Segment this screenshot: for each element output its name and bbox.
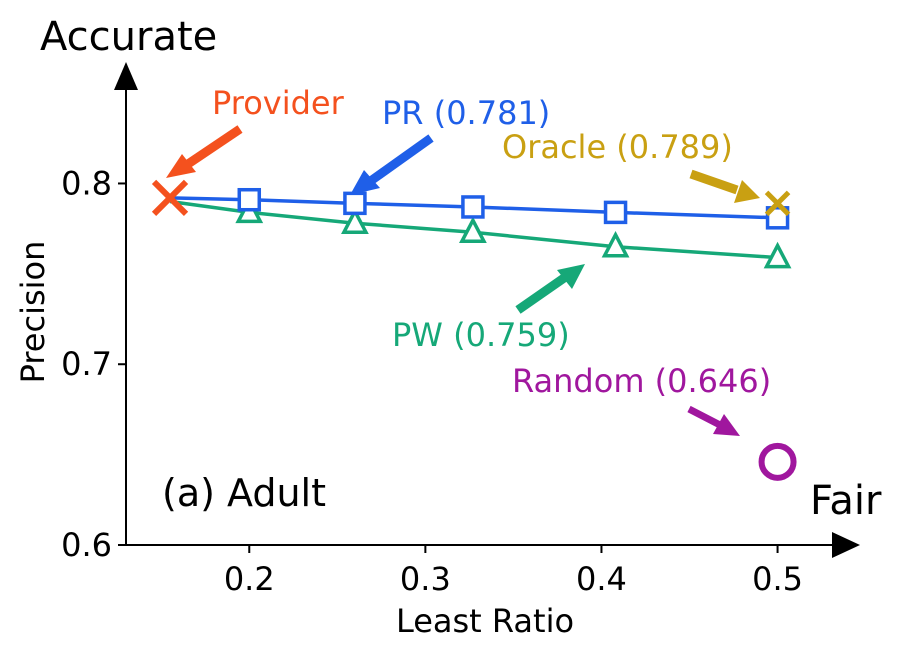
pr-label: PR (0.781) [382,94,550,132]
pr-series-line [169,196,778,220]
oracle-label: Oracle (0.789) [502,128,733,166]
oracle-arrow [689,169,760,203]
pr-square-marker [461,195,485,219]
provider-arrow [166,125,243,178]
random-circle-marker [758,442,797,481]
pr-square-marker [603,200,628,225]
y-axis-arrow [114,62,138,90]
provider-label: Provider [212,84,345,122]
x-tick-label: 0.5 [752,560,803,598]
pr-square-marker [343,191,367,216]
x-tick-label: 0.2 [224,560,275,598]
x-axis-arrow [832,532,860,558]
x-tick-label: 0.4 [576,560,627,598]
pw-label: PW (0.759) [392,316,570,354]
x-axis-label: Least Ratio [396,602,574,640]
y-tick-label: 0.7 [61,345,112,383]
pw-triangle-marker [459,216,487,244]
oracle-x-marker [764,190,791,217]
y-tick-label: 0.8 [61,164,112,202]
y-axis-label: Precision [14,241,52,384]
random-arrow [687,405,740,436]
pr-square-marker [237,187,262,212]
random-label: Random (0.646) [512,362,771,400]
pw-arrow [515,264,585,314]
annotation-arrows [166,125,760,436]
x-axis-arrow-label: Fair [810,478,882,524]
subplot-label: (a) Adult [162,471,326,515]
y-tick-label: 0.6 [61,526,112,564]
y-axis-arrow-label: Accurate [40,14,217,60]
pw-triangle-marker [763,241,792,269]
pw-triangle-marker [601,230,630,258]
pr-square-marker [765,206,790,230]
x-tick-label: 0.3 [400,560,451,598]
provider-x-marker [151,179,189,217]
pr-arrow [350,134,434,195]
pw-triangle-marker [341,207,369,234]
pw-series-line [169,199,778,260]
